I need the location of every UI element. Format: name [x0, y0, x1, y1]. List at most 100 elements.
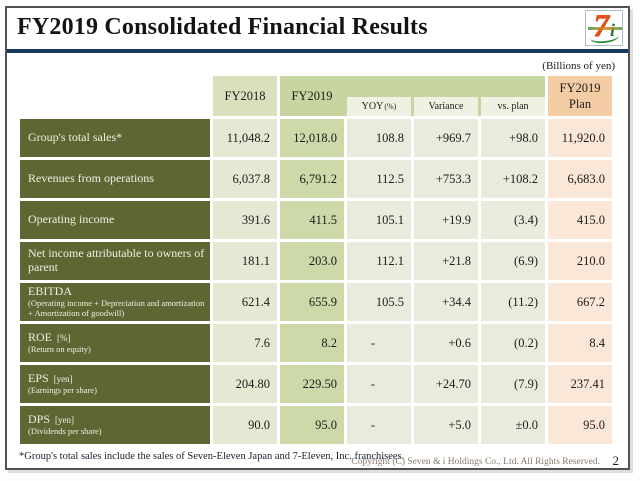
table-row-ebitda: EBITDA (Operating income + Depreciation a…: [20, 283, 612, 321]
cell-plan: 415.0: [548, 201, 612, 239]
cell-vs-plan: (7.9): [481, 365, 545, 403]
row-label-text: Revenues from operations: [28, 171, 154, 186]
cell-vs-plan: (0.2): [481, 324, 545, 362]
cell-fy2019: 229.50: [280, 365, 344, 403]
slide: FY2019 Consolidated Financial Results 7 …: [5, 6, 630, 470]
row-label-subtext: (Earnings per share): [28, 385, 97, 396]
cell-variance: +24.70: [414, 365, 478, 403]
title-divider: [7, 49, 628, 53]
cell-yoy: 105.5: [347, 283, 411, 321]
cell-plan: 667.2: [548, 283, 612, 321]
row-label-text: Operating income: [28, 212, 115, 227]
table-row-eps: EPS [yen] (Earnings per share) 204.80 229.…: [20, 365, 612, 403]
cell-fy2019: 8.2: [280, 324, 344, 362]
row-label-text: ROE: [28, 330, 52, 345]
row-label-text: Net income attributable to owners of par…: [28, 246, 205, 274]
table-row-net-income: Net income attributable to owners of par…: [20, 242, 612, 280]
cell-fy2019: 655.9: [280, 283, 344, 321]
seven-and-i-logo: 7 i: [585, 10, 623, 46]
cell-yoy: 112.1: [347, 242, 411, 280]
table-row-roe: ROE [%] (Return on equity) 7.6 8.2 - +0.6 …: [20, 324, 612, 362]
table-row-dps: DPS [yen] (Dividends per share) 90.0 95.0 …: [20, 406, 612, 444]
cell-vs-plan: +98.0: [481, 119, 545, 157]
units-note: (Billions of yen): [542, 60, 615, 72]
cell-plan: 8.4: [548, 324, 612, 362]
column-header-variance: Variance: [414, 97, 478, 116]
row-label-text: Group's total sales*: [28, 130, 123, 145]
row-label-suffix: [yen]: [53, 374, 73, 385]
cell-yoy: -: [347, 324, 411, 362]
cell-fy2018: 6,037.8: [213, 160, 277, 198]
table-row-operating-income: Operating income 391.6 411.5 105.1 +19.9…: [20, 201, 612, 239]
table-row-groups-total-sales: Group's total sales* 11,048.2 12,018.0 1…: [20, 119, 612, 157]
header-row: FY2018 FY2019 YOY (%) Variance vs. plan F…: [20, 76, 612, 116]
financial-results-table: FY2018 FY2019 YOY (%) Variance vs. plan F…: [17, 73, 615, 447]
plan-header-line2: Plan: [568, 97, 592, 111]
row-label: DPS [yen] (Dividends per share): [20, 406, 210, 444]
row-label: Group's total sales*: [20, 119, 210, 157]
cell-fy2019: 95.0: [280, 406, 344, 444]
cell-fy2018: 181.1: [213, 242, 277, 280]
footnote: *Group's total sales include the sales o…: [19, 451, 405, 462]
cell-vs-plan: (6.9): [481, 242, 545, 280]
cell-vs-plan: (11.2): [481, 283, 545, 321]
cell-fy2018: 11,048.2: [213, 119, 277, 157]
cell-variance: +753.3: [414, 160, 478, 198]
row-label-subtext: (Return on equity): [28, 344, 91, 355]
yoy-percent-label: (%): [384, 102, 397, 111]
cell-vs-plan: (3.4): [481, 201, 545, 239]
cell-variance: +0.6: [414, 324, 478, 362]
cell-plan: 11,920.0: [548, 119, 612, 157]
cell-plan: 6,683.0: [548, 160, 612, 198]
column-header-yoy: YOY (%): [347, 97, 411, 116]
corner-cell: [20, 76, 210, 116]
cell-yoy: 112.5: [347, 160, 411, 198]
cell-fy2019: 411.5: [280, 201, 344, 239]
cell-fy2019: 12,018.0: [280, 119, 344, 157]
row-label: EBITDA (Operating income + Depreciation a…: [20, 283, 210, 321]
cell-yoy: -: [347, 406, 411, 444]
row-label: Operating income: [20, 201, 210, 239]
cell-plan: 95.0: [548, 406, 612, 444]
cell-plan: 210.0: [548, 242, 612, 280]
copyright-text: Copyright (C) Seven & i Holdings Co., Lt…: [351, 457, 600, 467]
cell-fy2018: 7.6: [213, 324, 277, 362]
logo-i-glyph: i: [610, 20, 616, 40]
row-label-subtext: (Operating income + Depreciation and amo…: [28, 298, 205, 318]
column-header-vs-plan: vs. plan: [481, 97, 545, 116]
cell-yoy: -: [347, 365, 411, 403]
subheader-row: YOY (%) Variance vs. plan: [347, 97, 545, 116]
cell-variance: +19.9: [414, 201, 478, 239]
cell-variance: +34.4: [414, 283, 478, 321]
row-label-subtext: (Dividends per share): [28, 426, 102, 437]
page-title: FY2019 Consolidated Financial Results: [17, 14, 428, 40]
yoy-label: YOY: [361, 101, 384, 112]
cell-variance: +5.0: [414, 406, 478, 444]
plan-header-line1: FY2019: [559, 80, 601, 95]
row-label: EPS [yen] (Earnings per share): [20, 365, 210, 403]
row-label: Revenues from operations: [20, 160, 210, 198]
cell-fy2018: 391.6: [213, 201, 277, 239]
cell-variance: +21.8: [414, 242, 478, 280]
cell-plan: 237.41: [548, 365, 612, 403]
page-number: 2: [612, 453, 620, 468]
cell-fy2018: 90.0: [213, 406, 277, 444]
cell-vs-plan: ±0.0: [481, 406, 545, 444]
cell-yoy: 108.8: [347, 119, 411, 157]
column-header-fy2019-plan: FY2019 Plan: [548, 76, 612, 116]
cell-yoy: 105.1: [347, 201, 411, 239]
row-label-text: DPS: [28, 412, 51, 427]
row-label-suffix: [yen]: [55, 415, 75, 426]
cell-fy2019: 6,791.2: [280, 160, 344, 198]
table-row-revenues-from-operations: Revenues from operations 6,037.8 6,791.2…: [20, 160, 612, 198]
row-label: ROE [%] (Return on equity): [20, 324, 210, 362]
column-header-fy2019-group: FY2019 YOY (%) Variance vs. plan: [280, 76, 545, 116]
cell-fy2018: 621.4: [213, 283, 277, 321]
cell-fy2018: 204.80: [213, 365, 277, 403]
row-label-text: EPS: [28, 371, 49, 386]
row-label-text: EBITDA: [28, 284, 72, 299]
cell-vs-plan: +108.2: [481, 160, 545, 198]
cell-fy2019: 203.0: [280, 242, 344, 280]
logo-wordmark-strip-icon: [588, 27, 622, 30]
row-label: Net income attributable to owners of par…: [20, 242, 210, 280]
